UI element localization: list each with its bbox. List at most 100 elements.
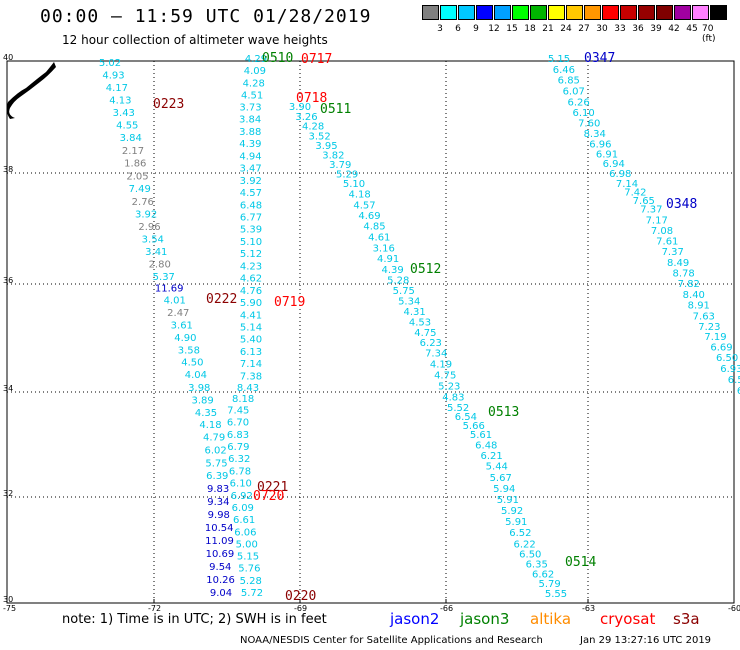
lat-lon-grid (6, 61, 735, 603)
wave-height-value: 9.54 (209, 562, 231, 573)
colorbar-label: 45 (686, 24, 698, 34)
wave-height-value: 3.47 (239, 164, 261, 175)
pass-time-label: 0510 (262, 51, 293, 66)
wave-height-value: 4.50 (181, 358, 203, 369)
wave-height-value: 5.67 (490, 473, 512, 484)
wave-height-value: 6.62 (532, 569, 554, 580)
lon-tick-label: -75 (3, 604, 16, 613)
wave-height-value: 5.55 (545, 589, 567, 600)
colorbar-swatch (620, 5, 637, 20)
pass-time-label: 0221 (257, 480, 288, 495)
wave-height-value: 7.42 (624, 187, 646, 198)
legend-item-s3a: s3a (673, 610, 700, 628)
wave-height-value: 6.98 (609, 169, 631, 180)
wave-height-value: 3.90 (289, 102, 311, 113)
lat-tick-label: 36 (3, 276, 13, 285)
wave-height-value: 6.22 (513, 539, 535, 550)
pass-time-label: 0348 (666, 197, 697, 212)
wave-height-value: 5.44 (486, 462, 508, 473)
wave-height-value: 4.19 (430, 359, 452, 370)
wave-height-value: 4.93 (102, 71, 124, 82)
wave-height-value: 3.26 (295, 112, 317, 123)
wave-height-value: 7.34 (425, 349, 447, 360)
wave-height-value: 3.16 (373, 243, 395, 254)
wave-height-color-scale: 3 6 9 12 15 18 21 24 27 30 33 36 39 42 45 70 (ft) (422, 5, 728, 44)
wave-height-value: 4.13 (109, 96, 131, 107)
wave-height-value: 6 (737, 386, 740, 397)
colorbar-label: 70 (ft) (702, 24, 716, 44)
wave-height-value: 9.83 (207, 484, 229, 495)
wave-height-value: 7.23 (698, 322, 720, 333)
wave-height-value: 5.37 (153, 272, 175, 283)
colorbar-swatch (656, 5, 673, 20)
wave-height-value: 6.54 (455, 412, 477, 423)
wave-height-value: 5.39 (240, 225, 262, 236)
wave-height-value: 5.79 (538, 579, 560, 590)
lon-tick-label: -72 (148, 604, 161, 613)
wave-height-value: 3.92 (135, 209, 157, 220)
wave-height-value: 5.61 (470, 430, 492, 441)
pass-time-label: 0720 (253, 489, 284, 504)
wave-height-value: 5.28 (240, 576, 262, 587)
wave-height-value: 5.00 (236, 539, 258, 550)
lat-tick-label: 38 (3, 165, 13, 174)
wave-height-value: 4.79 (203, 433, 225, 444)
wave-height-value: 5.29 (336, 170, 358, 181)
wave-height-value: 5.10 (343, 179, 365, 190)
legend-item-altika: altika (530, 610, 572, 628)
wave-height-value: 4.09 (244, 66, 266, 77)
wave-height-value: 6.10 (230, 479, 252, 490)
colorbar-label: 30 (596, 24, 608, 34)
wave-height-value: 6.09 (232, 503, 254, 514)
wave-height-value: 3.79 (329, 160, 351, 171)
wave-height-value: 3.84 (239, 115, 261, 126)
wave-height-value: 2.76 (132, 197, 154, 208)
pass-time-label: 0514 (565, 555, 596, 570)
wave-height-value: 4.39 (239, 139, 261, 150)
wave-height-value: 4.55 (116, 121, 138, 132)
wave-height-value: 6.21 (480, 451, 502, 462)
pass-time-label: 0220 (285, 589, 316, 604)
wave-height-value: 5.75 (205, 458, 227, 469)
wave-height-value: 3.54 (142, 234, 164, 245)
wave-height-value: 7.45 (227, 405, 249, 416)
wave-height-value: 6.50 (519, 550, 541, 561)
wave-height-value: 4.04 (185, 370, 207, 381)
wave-height-value: 3.84 (120, 133, 142, 144)
wave-height-value: 6.26 (567, 97, 589, 108)
wave-height-value: 10.26 (206, 575, 235, 586)
colorbar-swatch (422, 5, 439, 20)
lat-tick-label: 34 (3, 384, 13, 393)
wave-height-value: 10.54 (205, 523, 234, 534)
lon-tick-label: -63 (582, 604, 595, 613)
wave-height-value: 6.07 (563, 87, 585, 98)
satellite-tracks: 5.024.934.174.133.434.553.842.171.862.05… (99, 54, 740, 600)
wave-height-value: 6.5 (728, 375, 740, 386)
wave-height-value: 5.75 (393, 286, 415, 297)
wave-height-value: 5.91 (505, 517, 527, 528)
wave-height-value: 8.91 (688, 301, 710, 312)
wave-height-value: 4.28 (302, 122, 324, 133)
wave-height-value: 5.91 (497, 495, 519, 506)
wave-height-value: 4.76 (240, 286, 262, 297)
wave-height-value: 5.15 (548, 54, 570, 65)
wave-height-value: 9.34 (207, 497, 229, 508)
colorbar-label: 9 (473, 24, 479, 34)
wave-height-value: 8.18 (232, 394, 254, 405)
wave-height-value: 3.92 (240, 176, 262, 187)
coastline-shape (6, 62, 56, 119)
wave-height-value: 6.77 (240, 213, 262, 224)
wave-height-value: 1.86 (124, 159, 146, 170)
wave-height-value: 3.89 (191, 395, 213, 406)
wave-height-value: 4.69 (358, 211, 380, 222)
wave-height-value: 4.31 (403, 307, 425, 318)
colorbar-swatch (494, 5, 511, 20)
wave-height-value: 4.85 (363, 222, 385, 233)
wave-height-value: 6.94 (603, 159, 625, 170)
colorbar-label: 27 (578, 24, 590, 34)
wave-height-value: 6.39 (206, 471, 228, 482)
wave-height-value: 8.40 (683, 290, 705, 301)
wave-height-value: 7.63 (693, 311, 715, 322)
wave-height-value: 4.17 (106, 83, 128, 94)
